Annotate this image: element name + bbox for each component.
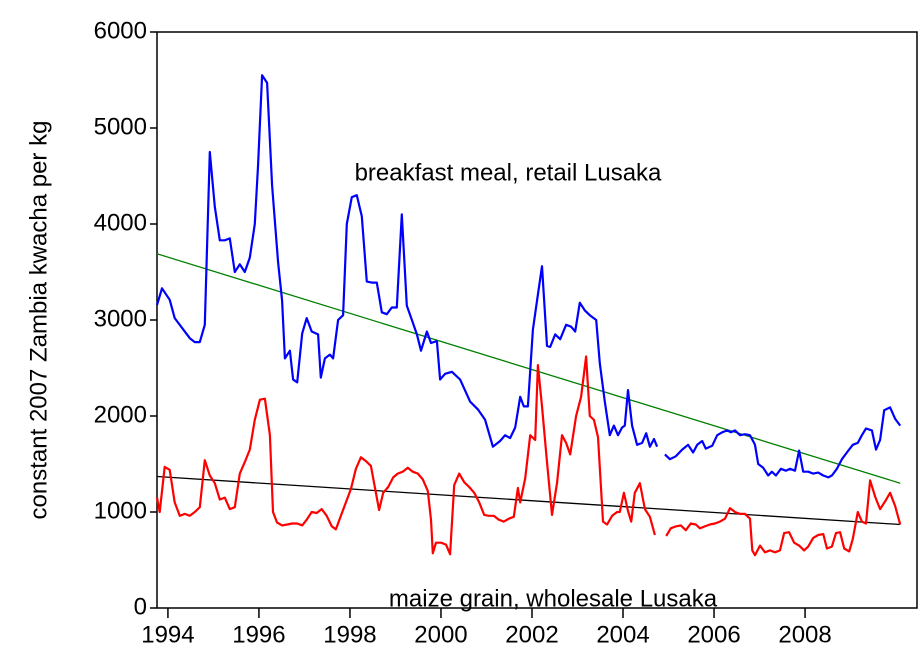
x-tick-label: 2000 — [414, 621, 467, 648]
y-tick-label: 2000 — [94, 401, 147, 428]
x-tick-label: 1998 — [323, 621, 376, 648]
y-axis-label: constant 2007 Zambia kwacha per kg — [25, 121, 52, 520]
x-tick-label: 2004 — [596, 621, 649, 648]
y-tick-label: 1000 — [94, 497, 147, 524]
y-tick-label: 4000 — [94, 209, 147, 236]
x-tick-label: 2002 — [505, 621, 558, 648]
y-tick-label: 6000 — [94, 17, 147, 44]
series-line — [155, 355, 902, 557]
series-annotation: breakfast meal, retail Lusaka — [355, 159, 662, 186]
trend-line — [156, 475, 901, 526]
x-tick-label: 2006 — [687, 621, 740, 648]
y-tick-label: 5000 — [94, 113, 147, 140]
x-tick-label: 1996 — [232, 621, 285, 648]
y-tick-label: 0 — [134, 593, 147, 620]
x-tick-label: 1994 — [141, 621, 194, 648]
x-tick-label: 2008 — [778, 621, 831, 648]
y-tick-label: 3000 — [94, 305, 147, 332]
plot-frame — [156, 31, 918, 609]
series-annotation: maize grain, wholesale Lusaka — [389, 585, 718, 612]
series-line — [155, 74, 902, 479]
